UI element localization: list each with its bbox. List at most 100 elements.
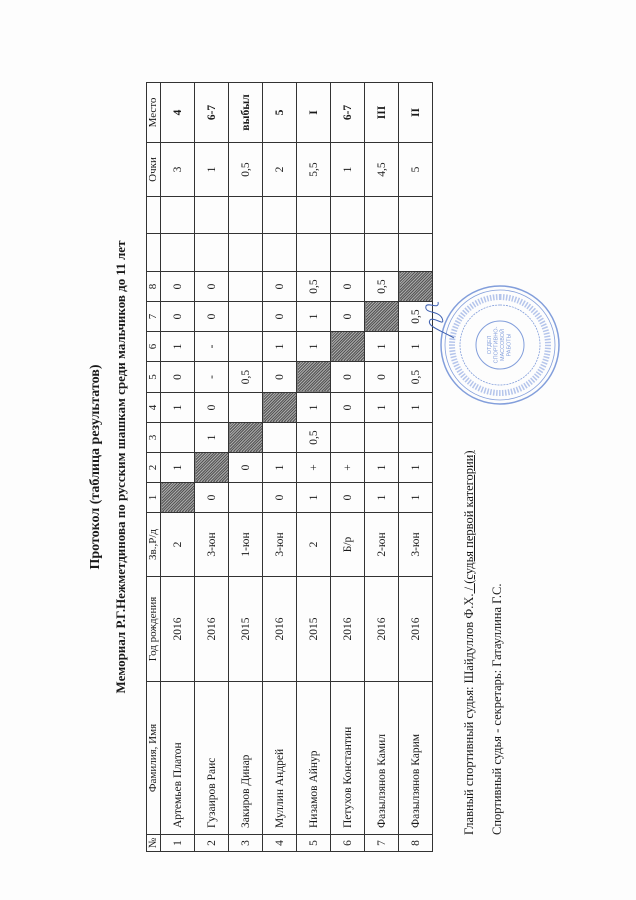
game-result: + [296,452,331,483]
birth-year: 2016 [194,576,229,682]
final-place: I [296,82,331,143]
table-row: 5 Низамов Айнур 2015 2 1 +0,5 1 1 1 0,5 5,5 I [296,82,331,852]
empty-cell [330,233,365,272]
row-number: 3 [228,834,263,852]
game-result: 0 [194,482,229,513]
column-header: 6 [146,331,161,362]
self-cell-shaded [194,452,229,483]
game-result: 0 [194,271,229,302]
game-result [228,271,263,302]
game-result: 0 [194,301,229,332]
self-cell-shaded [228,422,263,453]
column-header: 5 [146,361,161,393]
birth-year: 2015 [228,576,263,682]
stamp-text-line: РАБОТЫ [507,333,513,356]
row-number: 8 [398,834,433,852]
game-result: 1 [296,392,331,423]
stamp-text-line: МАССОВОЙ [498,329,506,361]
game-result: 0 [228,452,263,483]
player-name: Фазылзянов Карим [398,681,433,835]
column-header [146,233,161,272]
game-result: 0 [194,392,229,423]
game-result: 1 [364,331,399,362]
secretary-line: Спортивный судья - секретарь: Гатауллина… [490,583,504,835]
stamp-text-line: СПОРТИВНО- [494,326,500,363]
document-title: Протокол (таблица результатов) [88,364,103,570]
column-header: 3 [146,422,161,453]
column-header: 2 [146,452,161,483]
game-result [398,422,433,453]
player-name: Муллин Андрей [262,681,297,835]
empty-cell [262,233,297,272]
game-result: 0 [330,271,365,302]
column-header [146,196,161,234]
table-row: 7 Фазылзянов Камил 2016 2-юн 1 1 1 0 1 0,5 4,5 III [364,82,399,852]
empty-cell [296,233,331,272]
self-cell-shaded [364,301,399,332]
column-header: 7 [146,301,161,332]
document-subtitle: Мемориал Р.Г.Нежметдинова по русским шаш… [113,240,128,694]
game-result: 1 [160,331,195,362]
game-result: 0,5 [398,361,433,393]
empty-cell [160,196,195,234]
empty-cell [296,196,331,234]
game-result: 0 [160,361,195,393]
game-result: 1 [364,482,399,513]
game-result: 1 [296,482,331,513]
self-cell-shaded [330,331,365,362]
game-result: 0 [262,482,297,513]
official-stamp: ОТДЕЛ СПОРТИВНО- МАССОВОЙ РАБОТЫ [440,285,560,405]
player-rank: 3-юн [262,512,297,577]
row-number: 6 [330,834,365,852]
final-place: 5 [262,82,297,143]
game-result: 1 [160,392,195,423]
player-rank: 3-юн [398,512,433,577]
table-row: 8 Фазылзянов Карим 2016 3-юн 1 1 1 0,5 1 0,5 5 II [398,82,433,852]
column-header: 4 [146,392,161,423]
column-header: Место [146,82,161,143]
table-row: 3 Закиров Динар 2015 1-юн 0 0,5 0,5 выбыл [228,82,263,852]
final-place: III [364,82,399,143]
total-points: 0,5 [228,142,263,197]
empty-cell [160,233,195,272]
game-result: 1 [364,392,399,423]
table-row: 2 Гузаиров Раис 2016 3-юн 0 1 0- -0 0 1 6-7 [194,82,229,852]
total-points: 1 [194,142,229,197]
empty-cell [398,233,433,272]
final-place: 6-7 [194,82,229,143]
total-points: 2 [262,142,297,197]
empty-cell [194,233,229,272]
row-number: 5 [296,834,331,852]
self-cell-shaded [296,361,331,393]
total-points: 5,5 [296,142,331,197]
empty-cell [398,196,433,234]
game-result: 0 [160,271,195,302]
game-result: 0,5 [364,271,399,302]
player-rank: 1-юн [228,512,263,577]
table-row: 4 Муллин Андрей 2016 3-юн 0 1 0 1 0 0 2 5 [262,82,297,852]
player-rank: 2 [296,512,331,577]
game-result: 1 [160,452,195,483]
game-result: 1 [262,331,297,362]
chief-judge-line: Главный спортивный судья: Шайдуллов Ф.Х.… [462,450,477,835]
player-rank: Б/р [330,512,365,577]
player-name: Низамов Айнур [296,681,331,835]
game-result: 0,5 [228,361,263,393]
game-result [228,392,263,423]
final-place: 4 [160,82,195,143]
game-result [364,422,399,453]
game-result [330,422,365,453]
game-result: + [330,452,365,483]
game-result: 1 [364,452,399,483]
row-number: 7 [364,834,399,852]
stamp-text-line: ОТДЕЛ [487,335,493,354]
total-points: 4,5 [364,142,399,197]
final-place: выбыл [228,82,263,143]
table-row: 1 Артемьев Платон 2016 2 1 1 0 1 0 0 3 4 [160,82,195,852]
column-header: Очки [146,142,161,197]
game-result [228,301,263,332]
table-row: 6 Петухов Константин 2016 Б/р 0 +0 0 0 0 1 6-7 [330,82,365,852]
player-name: Артемьев Платон [160,681,195,835]
empty-cell [364,233,399,272]
